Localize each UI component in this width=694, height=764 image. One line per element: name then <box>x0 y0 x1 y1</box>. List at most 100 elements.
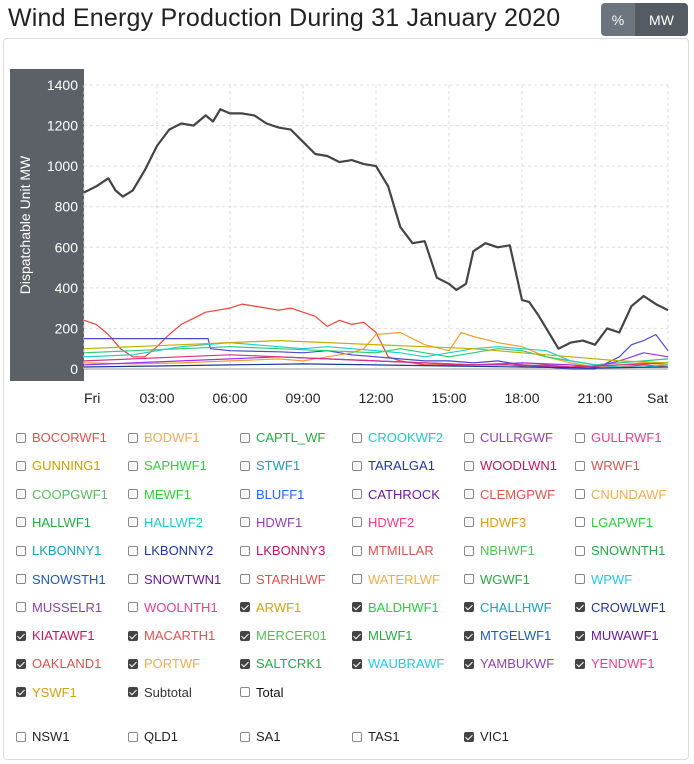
checkbox-input[interactable] <box>16 489 26 500</box>
unit-checkbox-hallwf2[interactable]: HALLWF2 <box>128 515 203 530</box>
checkbox-input[interactable] <box>352 574 362 584</box>
checkbox-input[interactable] <box>352 545 362 556</box>
checkbox-input[interactable] <box>352 658 362 669</box>
unit-checkbox-waterlwf[interactable]: WATERLWF <box>352 572 440 587</box>
checkbox-input[interactable] <box>352 630 362 641</box>
unit-checkbox-saphwf1[interactable]: SAPHWF1 <box>128 458 207 473</box>
unit-checkbox-cathrock[interactable]: CATHROCK <box>352 487 440 502</box>
unit-checkbox-taralga1[interactable]: TARALGA1 <box>352 458 435 473</box>
mw-toggle-button[interactable]: MW <box>635 3 688 36</box>
checkbox-input[interactable] <box>352 517 362 528</box>
checkbox-input[interactable] <box>352 432 362 443</box>
checkbox-input[interactable] <box>128 574 138 584</box>
region-checkbox-qld1[interactable]: QLD1 <box>128 729 178 744</box>
unit-checkbox-hallwf1[interactable]: HALLWF1 <box>16 515 91 530</box>
unit-checkbox-starhlwf[interactable]: STARHLWF <box>240 572 326 587</box>
unit-checkbox-lkbonny2[interactable]: LKBONNY2 <box>128 543 213 558</box>
unit-checkbox-yambukwf[interactable]: YAMBUKWF <box>464 656 554 671</box>
unit-checkbox-mlwf1[interactable]: MLWF1 <box>352 628 413 643</box>
unit-checkbox-mercer01[interactable]: MERCER01 <box>240 628 327 643</box>
checkbox-input[interactable] <box>352 731 362 742</box>
checkbox-input[interactable] <box>128 517 138 528</box>
unit-checkbox-bodwf1[interactable]: BODWF1 <box>128 430 200 445</box>
unit-checkbox-saltcrk1[interactable]: SALTCRK1 <box>240 656 322 671</box>
unit-checkbox-musselr1[interactable]: MUSSELR1 <box>16 600 102 615</box>
checkbox-input[interactable] <box>16 658 26 669</box>
unit-checkbox-lkbonny3[interactable]: LKBONNY3 <box>240 543 325 558</box>
checkbox-input[interactable] <box>464 731 474 742</box>
checkbox-input[interactable] <box>240 545 250 556</box>
unit-checkbox-snownth1[interactable]: SNOWNTH1 <box>575 543 665 558</box>
checkbox-input[interactable] <box>240 432 250 443</box>
unit-checkbox-crookwf2[interactable]: CROOKWF2 <box>352 430 443 445</box>
checkbox-input[interactable] <box>575 517 585 528</box>
checkbox-input[interactable] <box>575 432 585 443</box>
checkbox-input[interactable] <box>16 545 26 556</box>
unit-checkbox-cnundawf[interactable]: CNUNDAWF <box>575 487 666 502</box>
checkbox-input[interactable] <box>464 432 474 443</box>
unit-checkbox-subtotal[interactable]: Subtotal <box>128 685 192 700</box>
checkbox-input[interactable] <box>128 630 138 641</box>
checkbox-input[interactable] <box>575 658 585 669</box>
unit-checkbox-baldhwf1[interactable]: BALDHWF1 <box>352 600 439 615</box>
unit-checkbox-snowtwn1[interactable]: SNOWTWN1 <box>128 572 221 587</box>
checkbox-input[interactable] <box>464 517 474 528</box>
checkbox-input[interactable] <box>16 517 26 528</box>
checkbox-input[interactable] <box>240 687 250 698</box>
checkbox-input[interactable] <box>16 630 26 641</box>
unit-checkbox-oakland1[interactable]: OAKLAND1 <box>16 656 101 671</box>
unit-checkbox-woolnth1[interactable]: WOOLNTH1 <box>128 600 218 615</box>
checkbox-input[interactable] <box>128 602 138 613</box>
checkbox-input[interactable] <box>464 489 474 500</box>
checkbox-input[interactable] <box>128 687 138 698</box>
checkbox-input[interactable] <box>575 545 585 556</box>
unit-checkbox-yswf1[interactable]: YSWF1 <box>16 685 77 700</box>
unit-checkbox-arwf1[interactable]: ARWF1 <box>240 600 301 615</box>
checkbox-input[interactable] <box>240 658 250 669</box>
region-checkbox-sa1[interactable]: SA1 <box>240 729 281 744</box>
checkbox-input[interactable] <box>464 545 474 556</box>
unit-checkbox-hdwf3[interactable]: HDWF3 <box>464 515 526 530</box>
checkbox-input[interactable] <box>464 630 474 641</box>
unit-checkbox-bluff1[interactable]: BLUFF1 <box>240 487 304 502</box>
region-checkbox-tas1[interactable]: TAS1 <box>352 729 400 744</box>
unit-checkbox-nbhwf1[interactable]: NBHWF1 <box>464 543 535 558</box>
unit-checkbox-lgapwf1[interactable]: LGAPWF1 <box>575 515 653 530</box>
unit-checkbox-gunning1[interactable]: GUNNING1 <box>16 458 101 473</box>
checkbox-input[interactable] <box>128 658 138 669</box>
checkbox-input[interactable] <box>575 602 585 613</box>
checkbox-input[interactable] <box>240 574 250 584</box>
checkbox-input[interactable] <box>464 574 474 584</box>
unit-checkbox-woodlwn1[interactable]: WOODLWN1 <box>464 458 557 473</box>
checkbox-input[interactable] <box>16 602 26 613</box>
unit-checkbox-wrwf1[interactable]: WRWF1 <box>575 458 640 473</box>
checkbox-input[interactable] <box>128 460 138 471</box>
unit-checkbox-macarth1[interactable]: MACARTH1 <box>128 628 215 643</box>
checkbox-input[interactable] <box>128 545 138 556</box>
unit-checkbox-wgwf1[interactable]: WGWF1 <box>464 572 530 587</box>
unit-checkbox-kiatawf1[interactable]: KIATAWF1 <box>16 628 95 643</box>
unit-checkbox-yendwf1[interactable]: YENDWF1 <box>575 656 655 671</box>
unit-checkbox-crowlwf1[interactable]: CROWLWF1 <box>575 600 666 615</box>
checkbox-input[interactable] <box>128 489 138 500</box>
unit-checkbox-cullrgwf[interactable]: CULLRGWF <box>464 430 553 445</box>
checkbox-input[interactable] <box>16 574 26 584</box>
unit-checkbox-total[interactable]: Total <box>240 685 283 700</box>
checkbox-input[interactable] <box>240 731 250 742</box>
unit-checkbox-bocorwf1[interactable]: BOCORWF1 <box>16 430 107 445</box>
unit-checkbox-hdwf2[interactable]: HDWF2 <box>352 515 414 530</box>
checkbox-input[interactable] <box>575 630 585 641</box>
checkbox-input[interactable] <box>16 731 26 742</box>
checkbox-input[interactable] <box>128 731 138 742</box>
checkbox-input[interactable] <box>575 460 585 471</box>
checkbox-input[interactable] <box>240 460 250 471</box>
unit-checkbox-gullrwf1[interactable]: GULLRWF1 <box>575 430 662 445</box>
unit-checkbox-muwawf1[interactable]: MUWAWF1 <box>575 628 659 643</box>
checkbox-input[interactable] <box>240 602 250 613</box>
checkbox-input[interactable] <box>352 602 362 613</box>
checkbox-input[interactable] <box>16 432 26 443</box>
checkbox-input[interactable] <box>240 630 250 641</box>
unit-checkbox-stwf1[interactable]: STWF1 <box>240 458 300 473</box>
region-checkbox-nsw1[interactable]: NSW1 <box>16 729 70 744</box>
checkbox-input[interactable] <box>575 489 585 500</box>
